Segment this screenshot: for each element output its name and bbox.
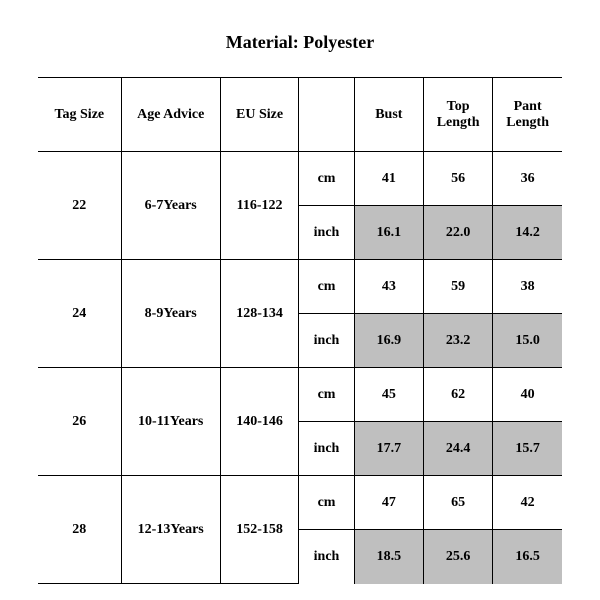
cell-pant-inch: 15.0 — [493, 314, 562, 368]
col-top-length: Top Length — [423, 78, 492, 152]
cell-bust: 43 — [354, 260, 423, 314]
cell-pant: 42 — [493, 476, 562, 530]
table-row: 22 6-7Years 116-122 cm 41 56 36 — [38, 152, 562, 206]
cell-unit-inch: inch — [299, 530, 354, 584]
cell-top-inch: 23.2 — [423, 314, 492, 368]
cell-pant-inch: 15.7 — [493, 422, 562, 476]
cell-pant: 40 — [493, 368, 562, 422]
cell-tag: 26 — [38, 368, 121, 476]
col-pant-length: Pant Length — [493, 78, 562, 152]
cell-top: 56 — [423, 152, 492, 206]
cell-age: 10-11Years — [121, 368, 220, 476]
cell-eu: 128-134 — [220, 260, 298, 368]
cell-bust: 47 — [354, 476, 423, 530]
table-row: 26 10-11Years 140-146 cm 45 62 40 — [38, 368, 562, 422]
cell-pant-inch: 16.5 — [493, 530, 562, 584]
cell-age: 8-9Years — [121, 260, 220, 368]
cell-pant: 38 — [493, 260, 562, 314]
cell-age: 12-13Years — [121, 476, 220, 584]
cell-eu: 152-158 — [220, 476, 298, 584]
cell-unit-inch: inch — [299, 314, 354, 368]
cell-tag: 24 — [38, 260, 121, 368]
table-row: 28 12-13Years 152-158 cm 47 65 42 — [38, 476, 562, 530]
cell-eu: 116-122 — [220, 152, 298, 260]
cell-bust-inch: 18.5 — [354, 530, 423, 584]
cell-tag: 22 — [38, 152, 121, 260]
cell-unit-cm: cm — [299, 476, 354, 530]
col-eu-size: EU Size — [220, 78, 298, 152]
cell-bust: 41 — [354, 152, 423, 206]
col-unit — [299, 78, 354, 152]
size-table: Tag Size Age Advice EU Size Bust Top Len… — [38, 77, 562, 584]
cell-tag: 28 — [38, 476, 121, 584]
cell-top: 59 — [423, 260, 492, 314]
table-header-row: Tag Size Age Advice EU Size Bust Top Len… — [38, 78, 562, 152]
cell-unit-cm: cm — [299, 260, 354, 314]
col-bust: Bust — [354, 78, 423, 152]
cell-unit-cm: cm — [299, 368, 354, 422]
cell-top-inch: 22.0 — [423, 206, 492, 260]
cell-unit-cm: cm — [299, 152, 354, 206]
cell-top: 62 — [423, 368, 492, 422]
cell-unit-inch: inch — [299, 422, 354, 476]
cell-bust-inch: 16.1 — [354, 206, 423, 260]
cell-top-inch: 25.6 — [423, 530, 492, 584]
table-row: 24 8-9Years 128-134 cm 43 59 38 — [38, 260, 562, 314]
cell-pant-inch: 14.2 — [493, 206, 562, 260]
cell-age: 6-7Years — [121, 152, 220, 260]
size-table-container: Tag Size Age Advice EU Size Bust Top Len… — [0, 77, 600, 584]
col-age-advice: Age Advice — [121, 78, 220, 152]
cell-bust: 45 — [354, 368, 423, 422]
cell-unit-inch: inch — [299, 206, 354, 260]
cell-bust-inch: 16.9 — [354, 314, 423, 368]
cell-eu: 140-146 — [220, 368, 298, 476]
cell-top-inch: 24.4 — [423, 422, 492, 476]
cell-bust-inch: 17.7 — [354, 422, 423, 476]
cell-pant: 36 — [493, 152, 562, 206]
col-tag-size: Tag Size — [38, 78, 121, 152]
cell-top: 65 — [423, 476, 492, 530]
page-title: Material: Polyester — [0, 0, 600, 77]
